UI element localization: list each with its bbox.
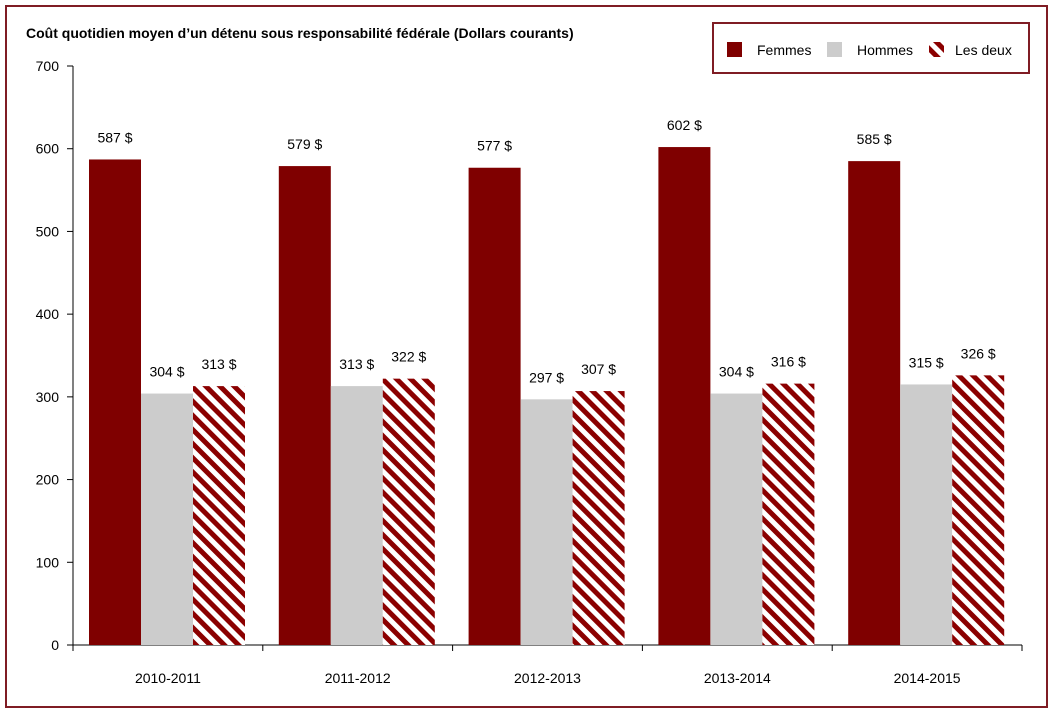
- bar-femmes: [278, 166, 331, 645]
- y-tick-label: 0: [51, 637, 59, 653]
- data-label: 315 $: [909, 354, 944, 370]
- bar-hommes: [900, 384, 953, 645]
- data-label: 602 $: [667, 117, 702, 133]
- data-label: 304 $: [719, 364, 754, 380]
- data-label: 313 $: [339, 356, 374, 372]
- legend: Femmes Hommes Les deux: [712, 22, 1030, 74]
- legend-box: [712, 22, 1030, 74]
- y-tick-label: 500: [36, 223, 60, 239]
- bar-les-deux: [193, 386, 245, 645]
- bar-les-deux: [382, 378, 435, 645]
- bar-femmes: [848, 161, 901, 645]
- data-label: 585 $: [857, 131, 892, 147]
- legend-swatch-femmes: [727, 42, 742, 57]
- bar-les-deux: [952, 375, 1005, 645]
- legend-swatch-les-deux: [929, 42, 944, 57]
- data-label: 313 $: [201, 356, 236, 372]
- y-tick-label: 600: [36, 141, 60, 157]
- data-label: 307 $: [581, 361, 616, 377]
- legend-label: Hommes: [857, 42, 913, 58]
- x-tick-label: 2011-2012: [325, 670, 391, 686]
- data-label: 316 $: [771, 354, 806, 370]
- x-tick-label: 2012-2013: [514, 670, 581, 686]
- bar-les-deux: [572, 391, 625, 645]
- y-tick-label: 400: [36, 306, 60, 322]
- x-tick-label: 2010-2011: [135, 670, 201, 686]
- data-label: 587 $: [97, 129, 132, 145]
- y-tick-label: 300: [36, 389, 60, 405]
- bar-hommes: [330, 386, 383, 645]
- x-tick-label: 2014-2015: [894, 670, 961, 686]
- bar-femmes: [89, 159, 141, 645]
- bars: 587 $ 579 $ 577 $ 602 $ 585 $ 304 $ 313 $ 297 $…: [89, 117, 1005, 645]
- bar-femmes: [468, 167, 521, 645]
- data-label: 297 $: [529, 369, 564, 385]
- bar-hommes: [520, 399, 573, 645]
- y-tick-label: 200: [36, 472, 60, 488]
- bar-femmes: [658, 147, 711, 645]
- legend-swatch-hommes: [827, 42, 842, 57]
- data-label: 579 $: [287, 136, 322, 152]
- y-tick-label: 700: [36, 58, 60, 74]
- legend-label: Les deux: [955, 42, 1012, 58]
- chart-title: Coût quotidien moyen d’un détenu sous re…: [26, 25, 574, 41]
- bar-hommes: [141, 393, 193, 645]
- data-label: 577 $: [477, 138, 512, 154]
- data-label: 326 $: [961, 345, 996, 361]
- bar-les-deux: [762, 383, 815, 645]
- x-tick-label: 2013-2014: [704, 670, 771, 686]
- data-label: 322 $: [391, 349, 426, 365]
- data-label: 304 $: [149, 364, 184, 380]
- legend-label: Femmes: [757, 42, 811, 58]
- y-tick-label: 100: [36, 554, 60, 570]
- bar-hommes: [710, 393, 763, 645]
